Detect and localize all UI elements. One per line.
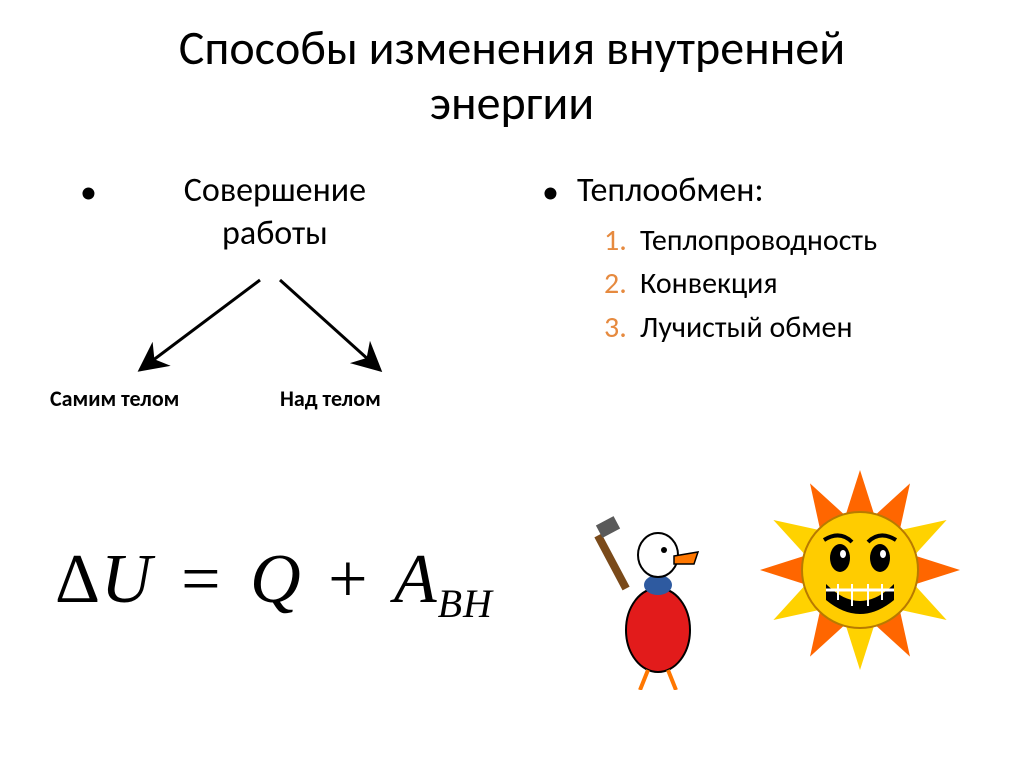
left-column: • Совершение работы Самим телом Над тело… xyxy=(0,170,512,349)
list-text: Лучистый обмен xyxy=(640,306,853,350)
right-bullet-text: Теплообмен: xyxy=(577,170,764,213)
bullet-dot-icon: • xyxy=(542,172,559,215)
title-line2: энергии xyxy=(430,73,595,132)
bullet-dot-icon: • xyxy=(80,172,97,215)
list-number: 1. xyxy=(604,219,640,263)
numbered-list: 1. Теплопроводность 2. Конвекция 3. Лучи… xyxy=(604,219,1024,350)
arrow-right-icon xyxy=(280,280,380,370)
list-text: Теплопроводность xyxy=(640,219,877,263)
duck-icon xyxy=(590,490,720,690)
title-line1: Способы изменения внутренней xyxy=(179,18,845,77)
formula-A: A xyxy=(394,541,438,618)
sun-icon xyxy=(750,460,970,680)
arrow-left-icon xyxy=(140,280,260,370)
formula-U: U xyxy=(101,541,153,618)
slide-title: Способы изменения внутренней энергии xyxy=(0,0,1024,130)
formula-Q: Q xyxy=(250,541,302,618)
list-number: 3. xyxy=(604,306,640,350)
formula-eq: = xyxy=(181,541,221,618)
list-text: Конвекция xyxy=(640,262,778,306)
right-bullet: • Теплообмен: xyxy=(542,170,1024,215)
branch-arrows xyxy=(110,270,410,390)
left-bullet: • Совершение работы xyxy=(80,170,512,255)
branch-label-right: Над телом xyxy=(280,385,381,412)
left-bullet-line2: работы xyxy=(222,213,328,254)
list-item: 3. Лучистый обмен xyxy=(604,306,1024,350)
content-row: • Совершение работы Самим телом Над тело… xyxy=(0,170,1024,349)
list-number: 2. xyxy=(604,262,640,306)
right-column: • Теплообмен: 1. Теплопроводность 2. Кон… xyxy=(512,170,1024,349)
branch-label-left: Самим телом xyxy=(50,385,179,412)
formula-delta: Δ xyxy=(55,541,101,618)
list-item: 1. Теплопроводность xyxy=(604,219,1024,263)
formula: ΔU = Q + AВН xyxy=(55,540,493,627)
formula-sub: ВН xyxy=(438,581,493,626)
formula-plus: + xyxy=(328,541,368,618)
list-item: 2. Конвекция xyxy=(604,262,1024,306)
left-bullet-line1: Совершение xyxy=(184,170,366,211)
